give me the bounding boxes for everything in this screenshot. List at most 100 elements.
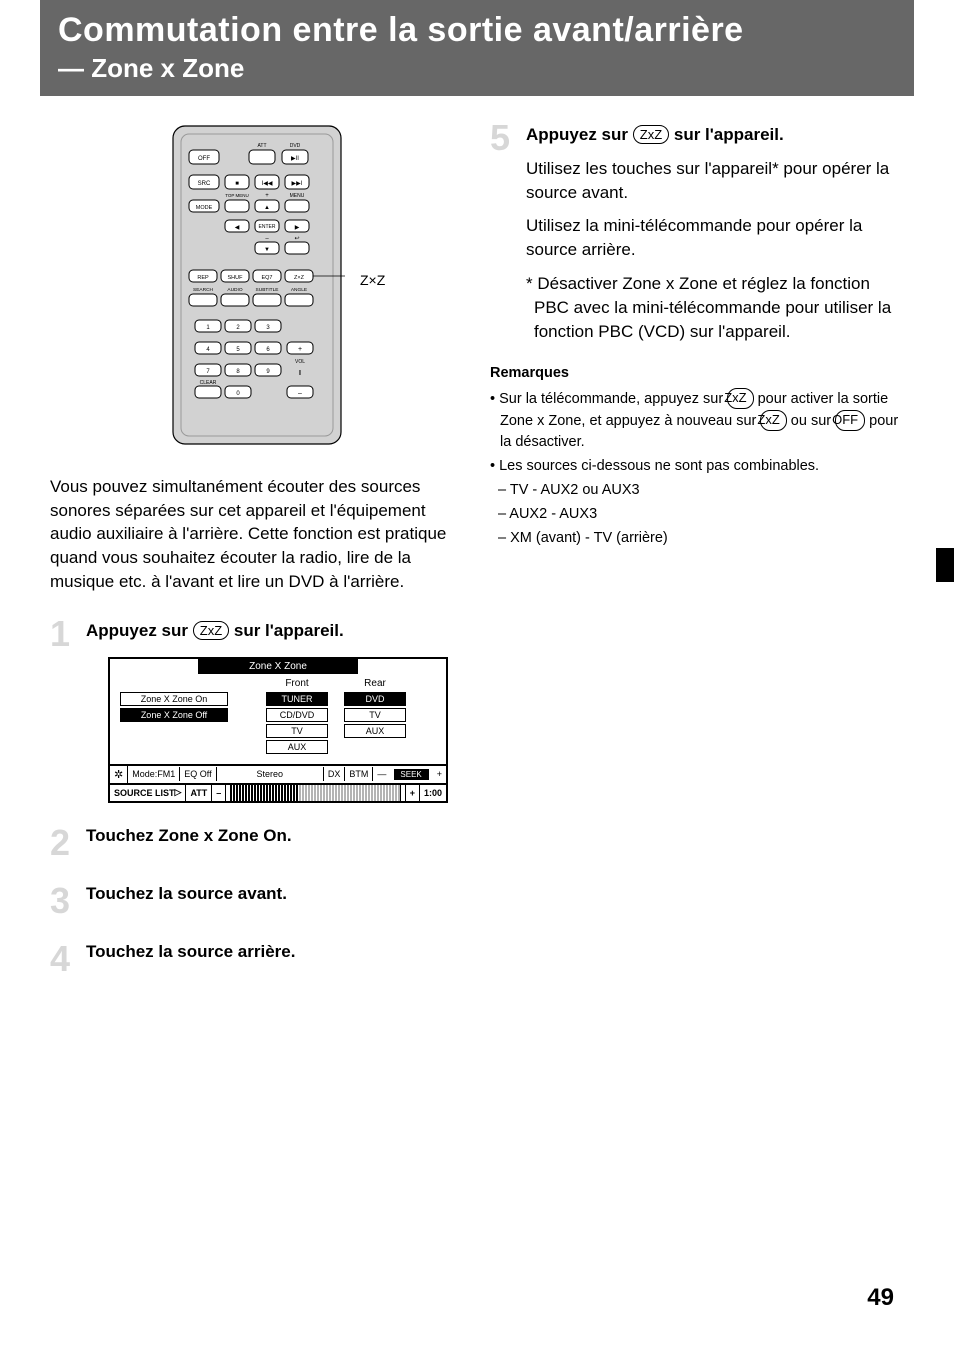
front-tuner: TUNER xyxy=(266,692,328,706)
status-btm: BTM xyxy=(345,767,373,781)
svg-text:■: ■ xyxy=(235,181,239,187)
svg-text:TOP MENU: TOP MENU xyxy=(225,193,249,198)
status-eq: EQ Off xyxy=(180,767,216,781)
svg-text:ATT: ATT xyxy=(257,143,266,149)
status-dx: DX xyxy=(324,767,346,781)
status-mode: Mode:FM1 xyxy=(128,767,180,781)
remark-sub: – TV - AUX2 ou AUX3 xyxy=(490,480,904,501)
svg-text:DVD: DVD xyxy=(290,143,301,149)
zxz-capsule: ZxZ xyxy=(633,125,669,145)
svg-text:▲: ▲ xyxy=(264,205,270,211)
step-1-title-pre: Appuyez sur xyxy=(86,621,193,640)
svg-text:VOL: VOL xyxy=(295,359,305,365)
step-3: 3 Touchez la source avant. xyxy=(50,883,464,919)
zxz-capsule: ZxZ xyxy=(727,388,753,409)
zxz-on-cell: Zone X Zone On xyxy=(120,692,228,706)
svg-text:↩: ↩ xyxy=(294,236,299,242)
step-5-title: Appuyez sur ZxZ sur l'appareil. xyxy=(526,124,904,147)
status-seek: SEEK xyxy=(394,769,428,780)
rear-head: Rear xyxy=(344,678,406,689)
step-3-title: Touchez la source avant. xyxy=(86,883,464,906)
zxz-screen-figure: Zone X Zone Zone X Zone On Zone X Zone O… xyxy=(108,657,448,803)
rear-dvd: DVD xyxy=(344,692,406,706)
content-columns: OFF ATT DVD ▶II SRC ■ I◀◀ ▶▶I TOP MENU +… xyxy=(0,96,954,977)
svg-text:SHUF: SHUF xyxy=(228,275,244,281)
svg-text:I: I xyxy=(299,370,301,377)
volume-bar xyxy=(230,785,400,801)
front-tv: TV xyxy=(266,724,328,738)
zxz-screen-title: Zone X Zone xyxy=(198,659,358,674)
svg-text:AUDIO: AUDIO xyxy=(227,287,242,293)
svg-text:ANGLE: ANGLE xyxy=(291,287,307,293)
step-number: 5 xyxy=(490,120,518,156)
bottom-source: SOURCE LIST▷ xyxy=(110,785,186,801)
svg-text:MODE: MODE xyxy=(196,205,213,211)
step-2-title: Touchez Zone x Zone On. xyxy=(86,825,464,848)
front-cddvd: CD/DVD xyxy=(266,708,328,722)
svg-text:▶: ▶ xyxy=(295,225,300,231)
remarks-title: Remarques xyxy=(490,363,904,384)
svg-text:SEARCH: SEARCH xyxy=(193,287,214,293)
off-capsule: OFF xyxy=(835,410,865,431)
zxz-capsule: ZxZ xyxy=(193,621,229,641)
svg-text:–: – xyxy=(298,390,302,397)
step-5-body-1: Utilisez les touches sur l'appareil* pou… xyxy=(526,157,904,205)
svg-text:OFF: OFF xyxy=(198,156,210,162)
bottom-att: ATT xyxy=(186,785,212,801)
remarks-section: Remarques • Sur la télécommande, appuyez… xyxy=(490,363,904,549)
remark-item: • Les sources ci-dessous ne sont pas com… xyxy=(490,456,904,477)
step-4-title: Touchez la source arrière. xyxy=(86,941,464,964)
step-5-body-3: * Désactiver Zone x Zone et réglez la fo… xyxy=(526,272,904,343)
remark-item: • Sur la télécommande, appuyez sur ZxZ p… xyxy=(490,388,904,453)
front-aux: AUX xyxy=(266,740,328,754)
svg-text:REP: REP xyxy=(197,275,209,281)
step-number: 1 xyxy=(50,616,78,652)
header-subtitle: — Zone x Zone xyxy=(58,53,896,84)
remark-sub: – XM (avant) - TV (arrière) xyxy=(490,528,904,549)
zxz-off-cell: Zone X Zone Off xyxy=(120,708,228,722)
zxz-pointer-label: Z×Z xyxy=(360,272,385,288)
step-5-title-pre: Appuyez sur xyxy=(526,125,633,144)
svg-text:I◀◀: I◀◀ xyxy=(262,181,273,187)
svg-text:Z×Z: Z×Z xyxy=(294,275,305,281)
left-column: OFF ATT DVD ▶II SRC ■ I◀◀ ▶▶I TOP MENU +… xyxy=(50,120,464,977)
step-1: 1 Appuyez sur ZxZ sur l'appareil. Zone X… xyxy=(50,616,464,803)
svg-text:EQ7: EQ7 xyxy=(261,275,272,281)
page-header: Commutation entre la sortie avant/arrièr… xyxy=(40,0,914,96)
svg-text:ENTER: ENTER xyxy=(259,224,276,230)
step-5-title-post: sur l'appareil. xyxy=(669,125,784,144)
zxz-capsule: ZxZ xyxy=(760,410,786,431)
svg-text:▶▶I: ▶▶I xyxy=(292,181,303,187)
svg-text:+: + xyxy=(265,193,269,199)
svg-text:SUBTITLE: SUBTITLE xyxy=(256,287,279,293)
intro-paragraph: Vous pouvez simultanément écouter des so… xyxy=(50,475,464,594)
remote-figure: OFF ATT DVD ▶II SRC ■ I◀◀ ▶▶I TOP MENU +… xyxy=(50,120,464,455)
step-number: 4 xyxy=(50,941,78,977)
rear-aux: AUX xyxy=(344,724,406,738)
svg-text:CLEAR: CLEAR xyxy=(200,380,217,386)
status-stereo: Stereo xyxy=(217,767,324,781)
step-1-title: Appuyez sur ZxZ sur l'appareil. xyxy=(86,620,464,643)
header-title: Commutation entre la sortie avant/arrièr… xyxy=(58,10,896,51)
svg-text:SRC: SRC xyxy=(198,181,211,187)
svg-text:+: + xyxy=(298,346,302,353)
bottom-time: 1:00 xyxy=(420,785,446,801)
front-head: Front xyxy=(266,678,328,689)
step-number: 3 xyxy=(50,883,78,919)
svg-text:▼: ▼ xyxy=(264,247,270,253)
svg-text:▶II: ▶II xyxy=(291,156,299,162)
right-column: 5 Appuyez sur ZxZ sur l'appareil. Utilis… xyxy=(490,120,904,977)
step-5: 5 Appuyez sur ZxZ sur l'appareil. Utilis… xyxy=(490,120,904,344)
step-1-title-post: sur l'appareil. xyxy=(229,621,344,640)
page-number: 49 xyxy=(867,1284,894,1312)
remark-sub: – AUX2 - AUX3 xyxy=(490,504,904,525)
step-number: 2 xyxy=(50,825,78,861)
step-5-body-2: Utilisez la mini-télécommande pour opére… xyxy=(526,214,904,262)
svg-text:MENU: MENU xyxy=(290,193,305,199)
svg-text:◀: ◀ xyxy=(235,225,240,231)
rear-tv: TV xyxy=(344,708,406,722)
step-2: 2 Touchez Zone x Zone On. xyxy=(50,825,464,861)
side-tab-marker xyxy=(936,548,954,582)
remote-illustration: OFF ATT DVD ▶II SRC ■ I◀◀ ▶▶I TOP MENU +… xyxy=(167,120,347,450)
step-4: 4 Touchez la source arrière. xyxy=(50,941,464,977)
